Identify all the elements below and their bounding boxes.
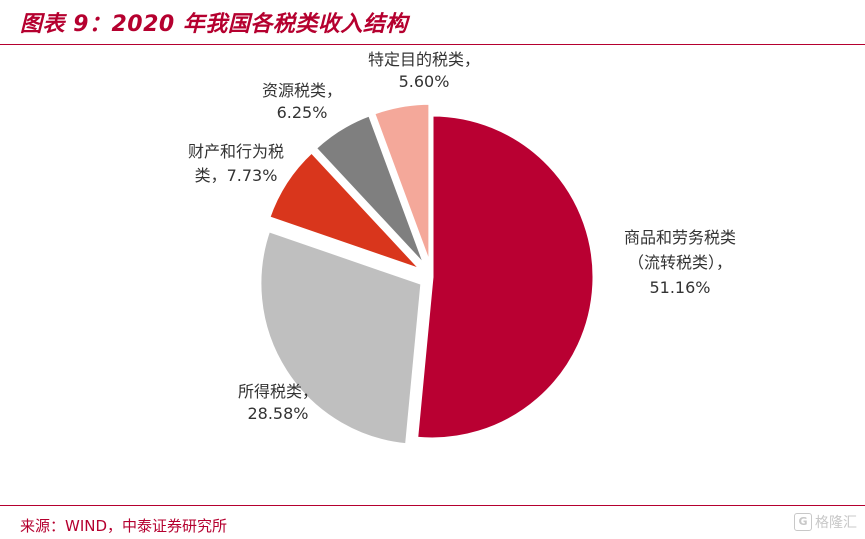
slice-label: 特定目的税类， 5.60% [368,50,480,91]
slice-label: 财产和行为税类，7.73% [188,142,284,185]
slice-label-line: 所得税类， [238,382,318,401]
slice-label-line: 28.58% [247,404,308,423]
pie-slice [415,113,596,441]
pie-slice [266,149,424,272]
watermark-text: 格隆汇 [815,515,857,531]
slice-label: 所得税类， 28.58% [238,382,318,423]
slice-label-line: 51.16% [649,278,710,297]
source-note: 来源：WIND，中泰证券研究所 [20,517,228,535]
slice-label-line: 资源税类， [262,81,342,100]
slice-label: 商品和劳务税类 （流转税类）， 51.16% [624,228,736,297]
title-divider [0,44,865,45]
pie-slice [258,228,424,447]
slice-label-line: 商品和劳务税类 [624,228,736,247]
slice-label-line: 6.25% [277,103,328,122]
watermark: G 格隆汇 [794,512,857,532]
slice-label-line: 类，7.73% [195,166,278,185]
slice-label-line: 5.60% [399,72,450,91]
g-logo-icon: G [794,513,812,531]
slice-label-line: 财产和行为税 [188,142,284,161]
slice-label-line: （流转税类）， [628,253,732,272]
slice-label: 资源税类， 6.25% [262,81,342,122]
pie-slice [313,112,428,268]
page-title: 图表 9：2020 年我国各税类收入结构 [20,12,408,37]
footer-divider [0,505,865,506]
pie-slice [371,101,432,266]
slice-label-line: 特定目的税类， [368,50,480,69]
pie-chart: 商品和劳务税类 （流转税类）， 51.16% 所得税类， 28.58% 财产和行为税类，7… [188,50,736,447]
